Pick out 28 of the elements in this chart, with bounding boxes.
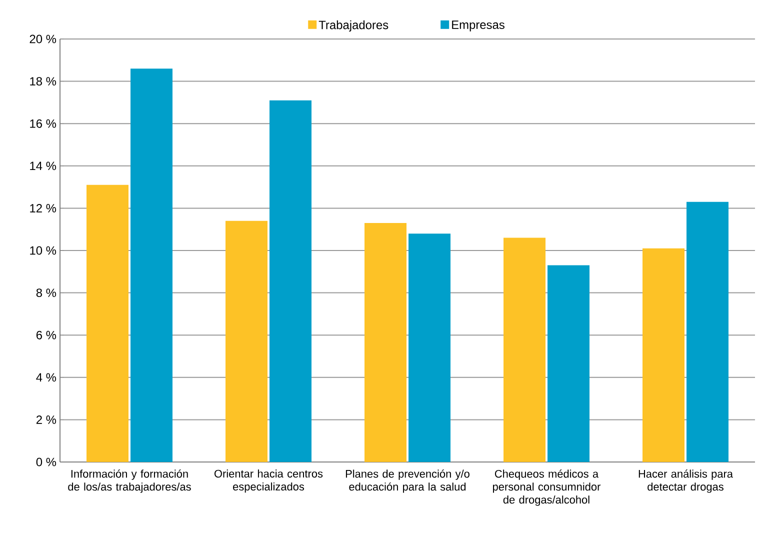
bar (86, 184, 129, 462)
bar (548, 265, 590, 462)
bar (408, 234, 450, 462)
x-tick-label: Información y formación de los/as trabajadores/as (68, 470, 191, 493)
bar (364, 223, 407, 462)
y-tick-label: 4 % (36, 373, 56, 382)
y-tick-label: 10 % (30, 246, 56, 255)
y-tick-label: 0 % (36, 458, 56, 466)
legend-label: Empresas (452, 20, 504, 32)
y-tick-label: 12 % (30, 204, 56, 212)
y-tick-label: 16 % (30, 119, 56, 128)
x-tick-label: Hacer análisis para detectar drogas (638, 470, 733, 493)
y-tick-label: 6 % (36, 330, 56, 340)
x-tick-label: Chequeos médicos a personal consumnidor de drogas/alcohol (492, 470, 601, 506)
bar (504, 238, 546, 462)
y-tick-label: 18 % (30, 77, 56, 86)
x-tick-label: Planes de prevención y/o educación para la salud (346, 470, 470, 493)
y-tick-label: 8 % (36, 288, 56, 298)
y-tick-label: 20 % (30, 34, 56, 44)
bar (686, 202, 728, 462)
y-tick-label: 14 % (30, 162, 56, 170)
legend-label: Trabajadores (318, 20, 388, 32)
x-tick-label: Orientar hacia centros especializados (214, 470, 323, 493)
bar (269, 100, 312, 462)
y-tick-label: 2 % (36, 415, 56, 424)
bar (642, 248, 685, 462)
bar (130, 68, 172, 462)
bar (226, 220, 268, 462)
